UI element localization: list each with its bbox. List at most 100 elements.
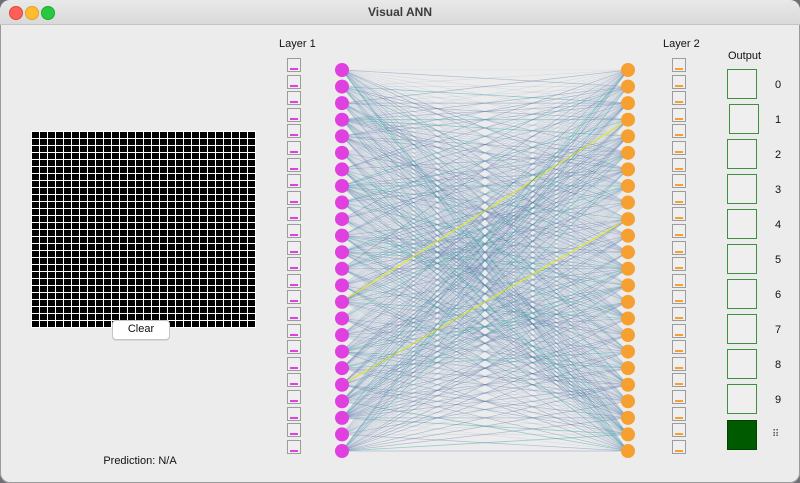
pixel-cell[interactable] [184, 265, 191, 271]
pixel-cell[interactable] [216, 174, 223, 180]
pixel-cell[interactable] [200, 230, 207, 236]
pixel-cell[interactable] [136, 265, 143, 271]
pixel-cell[interactable] [176, 195, 183, 201]
pixel-cell[interactable] [208, 279, 215, 285]
pixel-cell[interactable] [80, 244, 87, 250]
pixel-cell[interactable] [176, 293, 183, 299]
pixel-cell[interactable] [96, 293, 103, 299]
pixel-cell[interactable] [168, 230, 175, 236]
pixel-cell[interactable] [184, 223, 191, 229]
pixel-cell[interactable] [176, 286, 183, 292]
pixel-cell[interactable] [80, 195, 87, 201]
pixel-cell[interactable] [240, 258, 247, 264]
pixel-cell[interactable] [136, 160, 143, 166]
pixel-cell[interactable] [56, 258, 63, 264]
pixel-cell[interactable] [144, 202, 151, 208]
pixel-cell[interactable] [120, 272, 127, 278]
pixel-cell[interactable] [80, 174, 87, 180]
pixel-cell[interactable] [248, 132, 255, 138]
pixel-cell[interactable] [168, 293, 175, 299]
pixel-cell[interactable] [224, 237, 231, 243]
pixel-cell[interactable] [120, 223, 127, 229]
pixel-cell[interactable] [200, 286, 207, 292]
pixel-cell[interactable] [224, 244, 231, 250]
pixel-cell[interactable] [240, 146, 247, 152]
pixel-cell[interactable] [192, 146, 199, 152]
pixel-cell[interactable] [200, 223, 207, 229]
pixel-cell[interactable] [88, 209, 95, 215]
pixel-cell[interactable] [240, 202, 247, 208]
pixel-cell[interactable] [232, 188, 239, 194]
pixel-cell[interactable] [160, 160, 167, 166]
pixel-cell[interactable] [208, 293, 215, 299]
pixel-cell[interactable] [72, 139, 79, 145]
pixel-cell[interactable] [160, 167, 167, 173]
pixel-cell[interactable] [200, 300, 207, 306]
pixel-cell[interactable] [208, 174, 215, 180]
pixel-cell[interactable] [112, 300, 119, 306]
pixel-cell[interactable] [216, 216, 223, 222]
pixel-cell[interactable] [32, 153, 39, 159]
pixel-cell[interactable] [200, 307, 207, 313]
pixel-cell[interactable] [80, 230, 87, 236]
pixel-cell[interactable] [56, 195, 63, 201]
pixel-cell[interactable] [200, 188, 207, 194]
pixel-cell[interactable] [168, 195, 175, 201]
pixel-cell[interactable] [248, 139, 255, 145]
pixel-cell[interactable] [224, 209, 231, 215]
pixel-cell[interactable] [248, 181, 255, 187]
pixel-cell[interactable] [216, 139, 223, 145]
pixel-cell[interactable] [208, 132, 215, 138]
pixel-cell[interactable] [64, 293, 71, 299]
pixel-cell[interactable] [48, 279, 55, 285]
pixel-cell[interactable] [128, 181, 135, 187]
pixel-cell[interactable] [104, 265, 111, 271]
pixel-cell[interactable] [224, 139, 231, 145]
pixel-cell[interactable] [56, 223, 63, 229]
pixel-cell[interactable] [216, 132, 223, 138]
pixel-cell[interactable] [192, 153, 199, 159]
pixel-cell[interactable] [72, 258, 79, 264]
pixel-cell[interactable] [200, 314, 207, 320]
pixel-cell[interactable] [48, 272, 55, 278]
pixel-cell[interactable] [72, 153, 79, 159]
pixel-cell[interactable] [80, 181, 87, 187]
pixel-cell[interactable] [168, 167, 175, 173]
pixel-cell[interactable] [72, 321, 79, 327]
pixel-cell[interactable] [152, 132, 159, 138]
pixel-cell[interactable] [128, 237, 135, 243]
pixel-cell[interactable] [152, 244, 159, 250]
pixel-cell[interactable] [104, 174, 111, 180]
pixel-cell[interactable] [120, 293, 127, 299]
pixel-cell[interactable] [72, 160, 79, 166]
pixel-cell[interactable] [168, 321, 175, 327]
pixel-cell[interactable] [208, 223, 215, 229]
pixel-cell[interactable] [248, 272, 255, 278]
pixel-cell[interactable] [240, 272, 247, 278]
pixel-cell[interactable] [88, 307, 95, 313]
pixel-cell[interactable] [232, 258, 239, 264]
pixel-cell[interactable] [32, 293, 39, 299]
pixel-cell[interactable] [32, 216, 39, 222]
pixel-cell[interactable] [104, 272, 111, 278]
pixel-cell[interactable] [232, 202, 239, 208]
pixel-cell[interactable] [56, 167, 63, 173]
pixel-cell[interactable] [192, 307, 199, 313]
pixel-cell[interactable] [88, 244, 95, 250]
pixel-cell[interactable] [104, 279, 111, 285]
pixel-cell[interactable] [88, 293, 95, 299]
pixel-cell[interactable] [232, 237, 239, 243]
pixel-cell[interactable] [32, 202, 39, 208]
pixel-cell[interactable] [104, 258, 111, 264]
pixel-cell[interactable] [128, 230, 135, 236]
pixel-cell[interactable] [40, 272, 47, 278]
pixel-cell[interactable] [248, 244, 255, 250]
pixel-cell[interactable] [128, 258, 135, 264]
pixel-cell[interactable] [104, 293, 111, 299]
pixel-cell[interactable] [112, 314, 119, 320]
pixel-cell[interactable] [88, 132, 95, 138]
pixel-cell[interactable] [216, 153, 223, 159]
pixel-cell[interactable] [104, 167, 111, 173]
pixel-cell[interactable] [160, 195, 167, 201]
pixel-cell[interactable] [168, 244, 175, 250]
